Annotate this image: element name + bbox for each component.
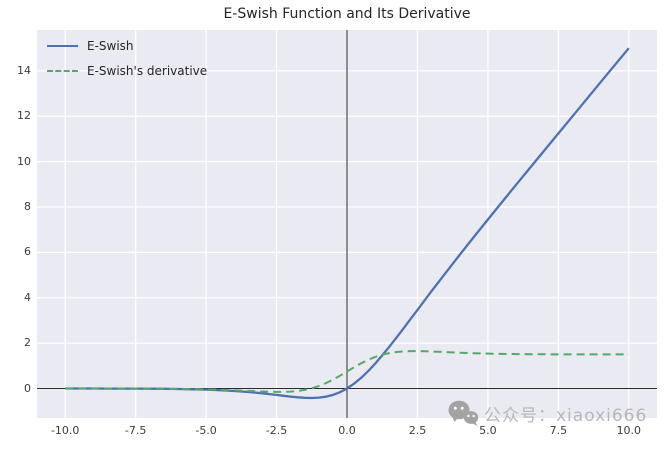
chart-title: E-Swish Function and Its Derivative xyxy=(223,6,471,22)
plot-area: E-Swish E-Swish's derivative xyxy=(37,30,657,418)
legend-line-sample-dashed xyxy=(47,69,78,72)
legend-label: E-Swish's derivative xyxy=(87,63,208,78)
watermark: 公众号：xiaoxi666 xyxy=(448,398,647,428)
legend-label: E-Swish xyxy=(87,38,134,53)
legend-item-eswish-derivative: E-Swish's derivative xyxy=(47,58,207,83)
x-tick-label: 0.0 xyxy=(338,424,356,437)
y-tick-label: 2 xyxy=(24,336,31,350)
x-tick-label: 5.0 xyxy=(479,424,497,437)
y-tick-label: 4 xyxy=(24,290,31,304)
wechat-icon xyxy=(448,400,479,427)
y-tick-label: 0 xyxy=(24,381,31,395)
x-tick-label: -2.5 xyxy=(265,424,288,437)
legend-line-sample-solid xyxy=(47,44,78,47)
x-tick-label: 2.5 xyxy=(408,424,427,437)
x-tick-label: -7.5 xyxy=(124,424,147,437)
y-tick-label: 10 xyxy=(17,154,31,168)
y-tick-label: 6 xyxy=(24,245,31,259)
e-swish-s-derivative-curve xyxy=(65,350,629,393)
y-tick-label: 12 xyxy=(17,109,31,123)
plot-canvas xyxy=(37,30,657,418)
x-tick-label: -5.0 xyxy=(195,424,217,437)
x-tick-label: -10.0 xyxy=(50,424,80,437)
legend-item-eswish: E-Swish xyxy=(47,33,207,58)
y-tick-label: 14 xyxy=(17,63,31,77)
y-tick-label: 8 xyxy=(24,199,31,213)
x-tick-label: 7.5 xyxy=(549,424,568,437)
legend: E-Swish E-Swish's derivative xyxy=(47,33,207,83)
x-tick-label: 10.0 xyxy=(616,424,642,437)
watermark-text: 公众号：xiaoxi666 xyxy=(484,405,648,426)
